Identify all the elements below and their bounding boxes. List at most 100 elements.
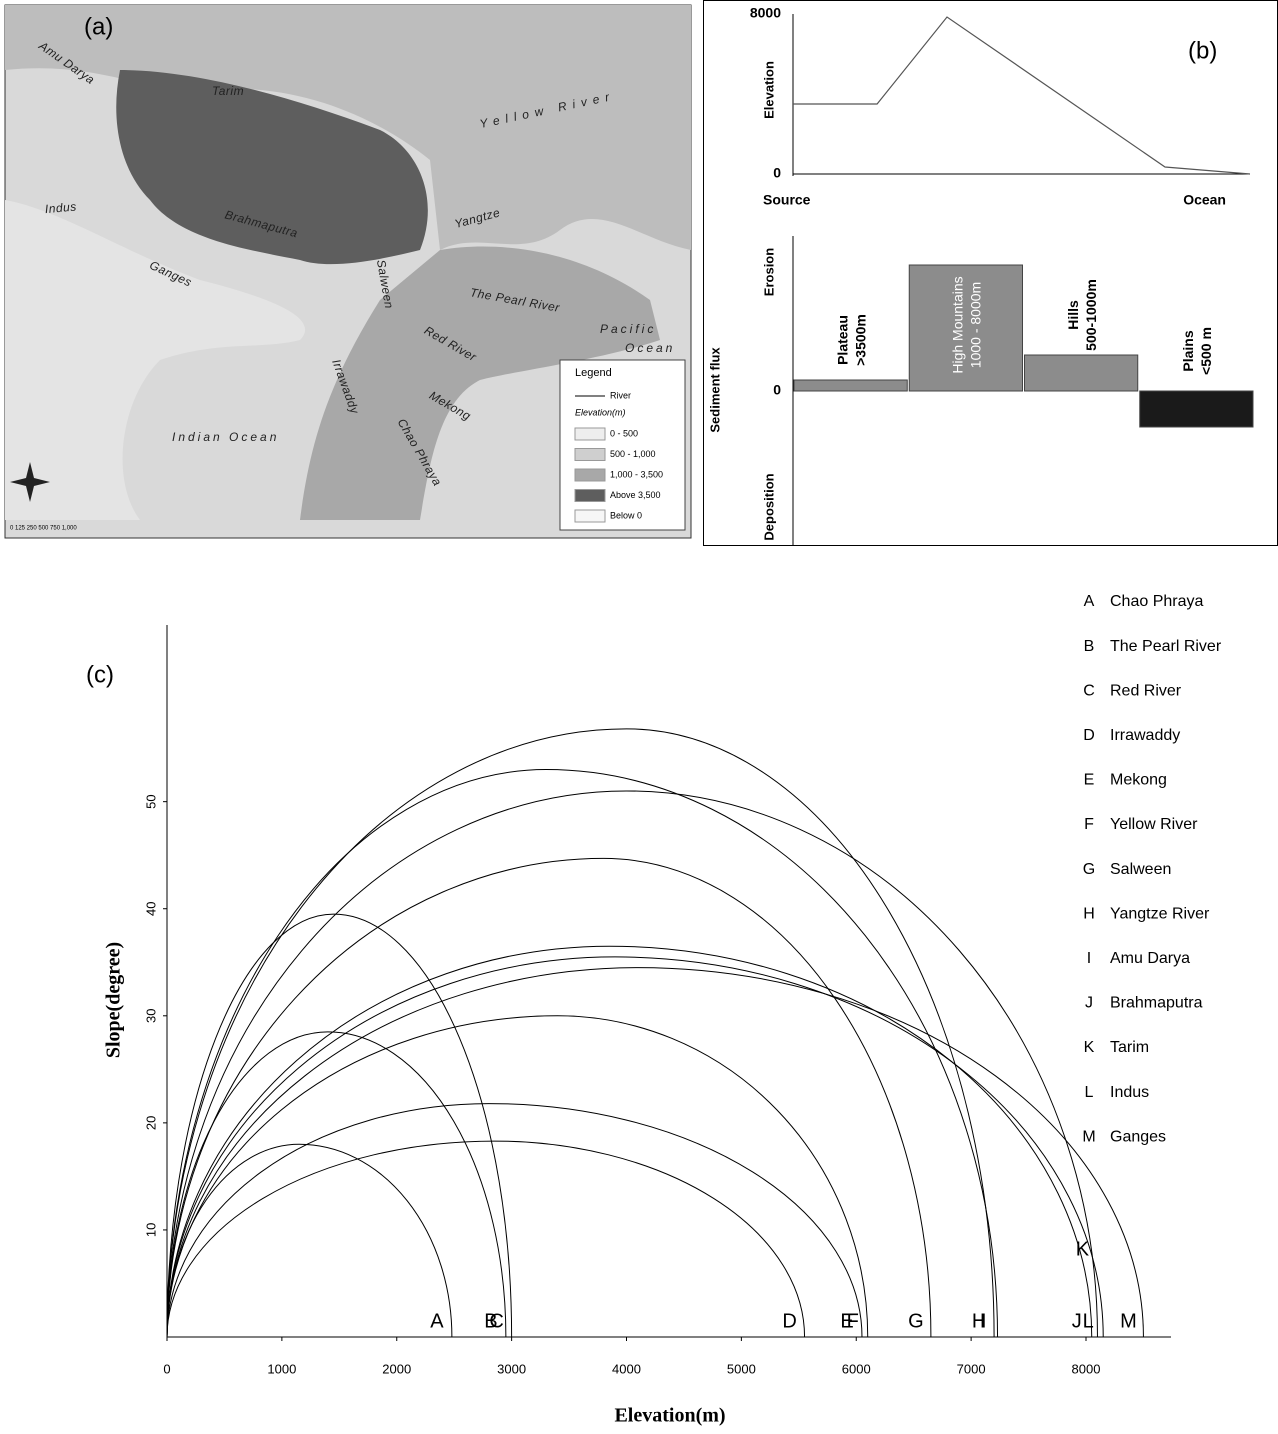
x-tick-label: 1000 — [267, 1361, 296, 1376]
curve-letter: G — [908, 1310, 924, 1332]
river-curve — [167, 1016, 868, 1337]
legend-letter: D — [1083, 727, 1095, 744]
x-tick-label: 6000 — [842, 1361, 871, 1376]
curve-letter: M — [1120, 1310, 1137, 1332]
ocean-label: Indian Ocean — [172, 430, 279, 444]
panel-label: (b) — [1188, 37, 1217, 64]
y-tick-label: 0 — [773, 382, 781, 398]
x-tick-label: 7000 — [957, 1361, 986, 1376]
legend-letter: C — [1083, 682, 1095, 699]
river-curve — [167, 957, 1103, 1337]
ocean-label: Ocean — [625, 341, 675, 355]
axis-label: Deposition — [761, 473, 776, 540]
legend-text: 0 - 500 — [610, 428, 638, 438]
curve-letter: J — [1072, 1310, 1082, 1332]
legend-swatch — [575, 510, 605, 522]
curve-letter: L — [1083, 1310, 1094, 1332]
legend-text: River — [610, 390, 631, 400]
curve-letter: D — [782, 1310, 796, 1332]
panel-label: (a) — [84, 13, 113, 40]
ocean-label: Pacific — [600, 322, 656, 336]
river-curve — [167, 968, 1143, 1337]
legend-swatch — [575, 449, 605, 461]
curve-letter: I — [980, 1310, 986, 1332]
bar-label: Plateau — [834, 315, 850, 365]
legend-name: Brahmaputra — [1110, 995, 1203, 1012]
bar-label: 1000 - 8000m — [968, 282, 984, 368]
legend-name: Yellow River — [1110, 816, 1198, 833]
bar — [909, 265, 1022, 391]
legend-name: Indus — [1110, 1084, 1149, 1101]
legend-name: Irrawaddy — [1110, 727, 1180, 744]
legend-text: 500 - 1,000 — [610, 449, 656, 459]
axis-label: Slope(degree) — [103, 942, 125, 1058]
bar — [1140, 391, 1253, 427]
axis-label: Erosion — [761, 248, 776, 296]
bar-label: High Mountains — [950, 276, 966, 373]
river-curve — [167, 729, 994, 1337]
y-tick-label: 40 — [143, 901, 158, 915]
x-tick-label: Ocean — [1183, 192, 1226, 208]
bar-label: Hills — [1065, 300, 1081, 330]
legend-letter: L — [1085, 1084, 1094, 1101]
legend-swatch — [575, 428, 605, 440]
bar-label: Plains — [1180, 330, 1196, 371]
legend-name: Red River — [1110, 682, 1182, 699]
bar-label: 500-1000m — [1083, 279, 1099, 351]
legend-letter: K — [1084, 1039, 1095, 1056]
bar-label: <500 m — [1198, 327, 1214, 375]
legend-name: Tarim — [1110, 1039, 1149, 1056]
legend-name: The Pearl River — [1110, 638, 1222, 655]
y-tick-label: 0 — [773, 165, 781, 181]
y-tick-label: 10 — [143, 1223, 158, 1237]
y-tick-label: 20 — [143, 1116, 158, 1130]
bar — [794, 380, 907, 391]
bar-label: >3500m — [852, 314, 868, 366]
y-tick-label: 8000 — [750, 5, 781, 21]
river-curve — [167, 791, 1097, 1337]
legend-text: Below 0 — [610, 510, 642, 520]
axis-label: Elevation(m) — [614, 1405, 725, 1427]
legend-letter: M — [1082, 1128, 1095, 1145]
river-curve — [167, 946, 1092, 1337]
legend-text: Above 3,500 — [610, 490, 661, 500]
map-legend-box — [560, 360, 685, 530]
legend-text: 1,000 - 3,500 — [610, 469, 663, 479]
river-label: Indus — [44, 199, 77, 216]
x-tick-label: 4000 — [612, 1361, 641, 1376]
x-tick-label: Source — [763, 192, 811, 208]
legend-letter: E — [1084, 772, 1095, 789]
axis-label: Elevation — [761, 61, 776, 119]
x-tick-label: 5000 — [727, 1361, 756, 1376]
legend-letter: I — [1087, 950, 1091, 967]
figure: (a) Amu Darya Tarim Yellow River Indus Brahma… — [0, 0, 1278, 1429]
legend-letter: B — [1084, 638, 1095, 655]
bar — [1025, 355, 1138, 391]
legend-name: Mekong — [1110, 772, 1167, 789]
axis-label: Sediment flux — [707, 347, 722, 433]
panel-label: (c) — [86, 661, 114, 688]
x-tick-label: 8000 — [1072, 1361, 1101, 1376]
legend-letter: J — [1085, 995, 1093, 1012]
legend-letter: A — [1084, 593, 1095, 610]
profile-line — [793, 17, 1250, 174]
x-tick-label: 3000 — [497, 1361, 526, 1376]
y-tick-label: 50 — [143, 794, 158, 808]
legend-name: Salween — [1110, 861, 1171, 878]
river-curve — [167, 1104, 862, 1337]
legend-title: Legend — [575, 367, 612, 379]
river-curve — [167, 770, 998, 1337]
legend-letter: G — [1083, 861, 1095, 878]
legend-name: Amu Darya — [1110, 950, 1190, 967]
y-tick-label: 30 — [143, 1009, 158, 1023]
legend-name: Ganges — [1110, 1128, 1166, 1145]
x-tick-label: 0 — [163, 1361, 170, 1376]
legend-name: Yangtze River — [1110, 905, 1210, 922]
legend-subtitle: Elevation(m) — [575, 407, 626, 417]
legend-swatch — [575, 490, 605, 502]
x-tick-label: 2000 — [382, 1361, 411, 1376]
map-scale: 0 125 250 500 750 1,000 — [10, 526, 77, 532]
legend-letter: H — [1083, 905, 1095, 922]
legend-name: Chao Phraya — [1110, 593, 1203, 610]
river-curve — [167, 914, 512, 1337]
